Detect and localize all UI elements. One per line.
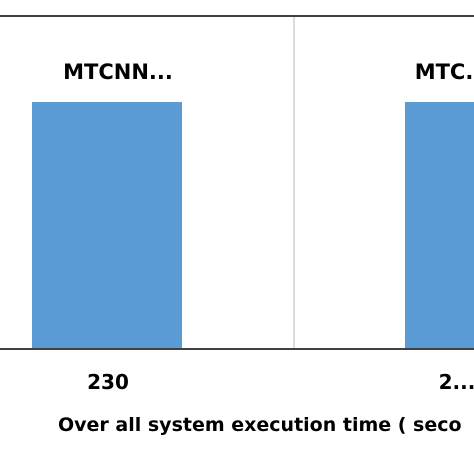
- x-tick-label-1: 230: [87, 370, 129, 394]
- x-axis-title: Over all system execution time ( seco: [58, 414, 462, 436]
- plot-area-frame: [0, 15, 474, 350]
- bar-1: [32, 102, 182, 348]
- bar-category-label-2: MTC...: [415, 60, 474, 84]
- x-tick-label-2: 2...: [439, 370, 474, 394]
- bar-labels: MTCNN... MTC...: [63, 60, 474, 84]
- bars: [32, 102, 474, 348]
- bar-2: [405, 102, 474, 348]
- bar-category-label-1: MTCNN...: [63, 60, 173, 84]
- x-tick-labels: 230 2...: [87, 370, 474, 394]
